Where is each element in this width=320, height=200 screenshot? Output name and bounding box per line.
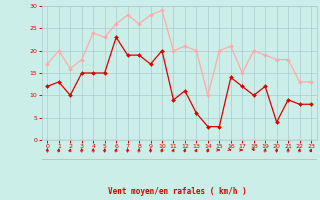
Text: Vent moyen/en rafales ( km/h ): Vent moyen/en rafales ( km/h ) <box>108 187 247 196</box>
